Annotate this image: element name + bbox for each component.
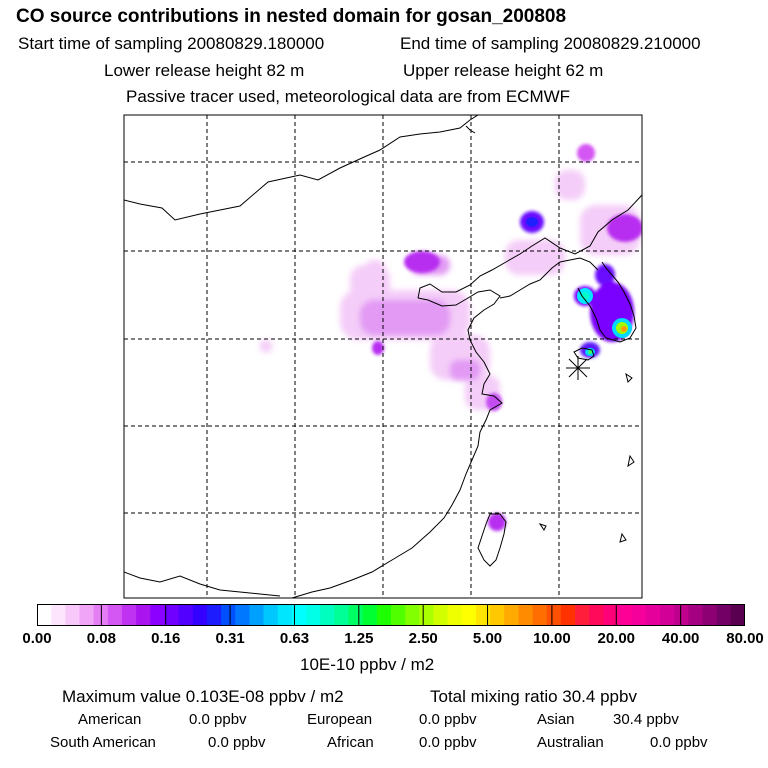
colorbar-cell <box>447 604 463 626</box>
african-label: African <box>327 734 374 751</box>
colorbar-tick-label: 0.16 <box>151 630 181 647</box>
colorbar-tick-label: 0.31 <box>215 630 245 647</box>
colorbar-cell <box>121 604 137 626</box>
colorbar-cell <box>362 604 378 626</box>
colorbar-cell <box>150 604 166 626</box>
colorbar-cell <box>702 604 718 626</box>
colorbar-cell <box>65 604 81 626</box>
american-label: American <box>78 711 142 728</box>
colorbar-tick-label: 5.00 <box>472 630 503 647</box>
map-graticule <box>124 115 642 598</box>
colorbar-cell <box>178 604 194 626</box>
south-american-label: South American <box>50 734 156 751</box>
coastlines <box>124 115 642 598</box>
lower-release-height: Lower release height 82 m <box>104 61 305 80</box>
colorbar-cell <box>475 604 491 626</box>
european-label: European <box>307 711 373 728</box>
concentration-field <box>260 144 642 531</box>
colorbar-cell <box>518 604 534 626</box>
colorbar-unit-label: 10E-10 ppbv / m2 <box>300 655 435 674</box>
tracer-note: Passive tracer used, meteorological data… <box>126 87 571 106</box>
colorbar-cell <box>107 604 123 626</box>
colorbar-cell <box>221 604 236 626</box>
european-value: 0.0 ppbv <box>419 711 477 728</box>
colorbar-tick-label: 2.50 <box>408 630 438 647</box>
colorbar-cell <box>37 604 52 626</box>
colorbar-cell <box>730 604 745 626</box>
start-time: Start time of sampling 20080829.180000 <box>18 34 325 53</box>
colorbar-cell <box>249 604 265 626</box>
colorbar <box>37 604 745 626</box>
colorbar-cell <box>575 604 590 626</box>
colorbar-cell <box>277 604 293 626</box>
colorbar-cell <box>391 604 406 626</box>
colorbar-cell <box>617 604 633 626</box>
colorbar-cell <box>291 604 307 626</box>
colorbar-cell <box>532 604 548 626</box>
south-american-value: 0.0 ppbv <box>208 734 266 751</box>
colorbar-tick-label: 80.00 <box>726 630 764 647</box>
colorbar-cell <box>433 604 449 626</box>
colorbar-cell <box>716 604 732 626</box>
asian-label: Asian <box>537 711 575 728</box>
colorbar-tick-label: 0.08 <box>86 630 116 647</box>
total-mixing-ratio: Total mixing ratio 30.4 ppbv <box>430 687 637 706</box>
colorbar-tick-label: 40.00 <box>661 630 700 647</box>
colorbar-cell <box>136 604 151 626</box>
colorbar-cell <box>546 604 562 626</box>
colorbar-tick-label: 1.25 <box>344 630 374 647</box>
colorbar-cell <box>490 604 505 626</box>
colorbar-cell <box>645 604 661 626</box>
colorbar-cell <box>263 604 279 626</box>
colorbar-cell <box>334 604 350 626</box>
colorbar-tick-label: 20.00 <box>597 630 636 647</box>
colorbar-cell <box>419 604 435 626</box>
colorbar-cell <box>688 604 704 626</box>
colorbar-cell <box>320 604 335 626</box>
colorbar-cell <box>206 604 222 626</box>
african-value: 0.0 ppbv <box>419 734 477 751</box>
colorbar-tick-label: 0.00 <box>22 630 52 647</box>
colorbar-tick-label: 0.63 <box>279 630 310 647</box>
end-time: End time of sampling 20080829.210000 <box>400 34 701 53</box>
maximum-value: Maximum value 0.103E-08 ppbv / m2 <box>62 687 344 706</box>
colorbar-cell <box>164 604 180 626</box>
colorbar-cell <box>631 604 647 626</box>
colorbar-cell <box>348 604 364 626</box>
colorbar-cell <box>461 604 477 626</box>
colorbar-cell <box>660 604 675 626</box>
map-frame <box>123 114 643 599</box>
colorbar-tick-label: 10.00 <box>533 630 571 647</box>
colorbar-cell <box>235 604 250 626</box>
colorbar-cell <box>560 604 576 626</box>
plot-title: CO source contributions in nested domain… <box>16 6 567 27</box>
colorbar-cell <box>306 604 321 626</box>
american-value: 0.0 ppbv <box>189 711 247 728</box>
upper-release-height: Upper release height 62 m <box>403 61 604 80</box>
colorbar-cell <box>192 604 208 626</box>
colorbar-cell <box>504 604 520 626</box>
colorbar-cell <box>589 604 604 626</box>
australian-label: Australian <box>537 734 604 751</box>
colorbar-cell <box>674 604 689 626</box>
colorbar-cell <box>603 604 619 626</box>
colorbar-cell <box>405 604 420 626</box>
colorbar-cell <box>51 604 66 626</box>
australian-value: 0.0 ppbv <box>650 734 708 751</box>
asian-value: 30.4 ppbv <box>613 711 679 728</box>
receptor-marker <box>566 356 590 380</box>
colorbar-cell <box>79 604 95 626</box>
colorbar-cell <box>376 604 392 626</box>
